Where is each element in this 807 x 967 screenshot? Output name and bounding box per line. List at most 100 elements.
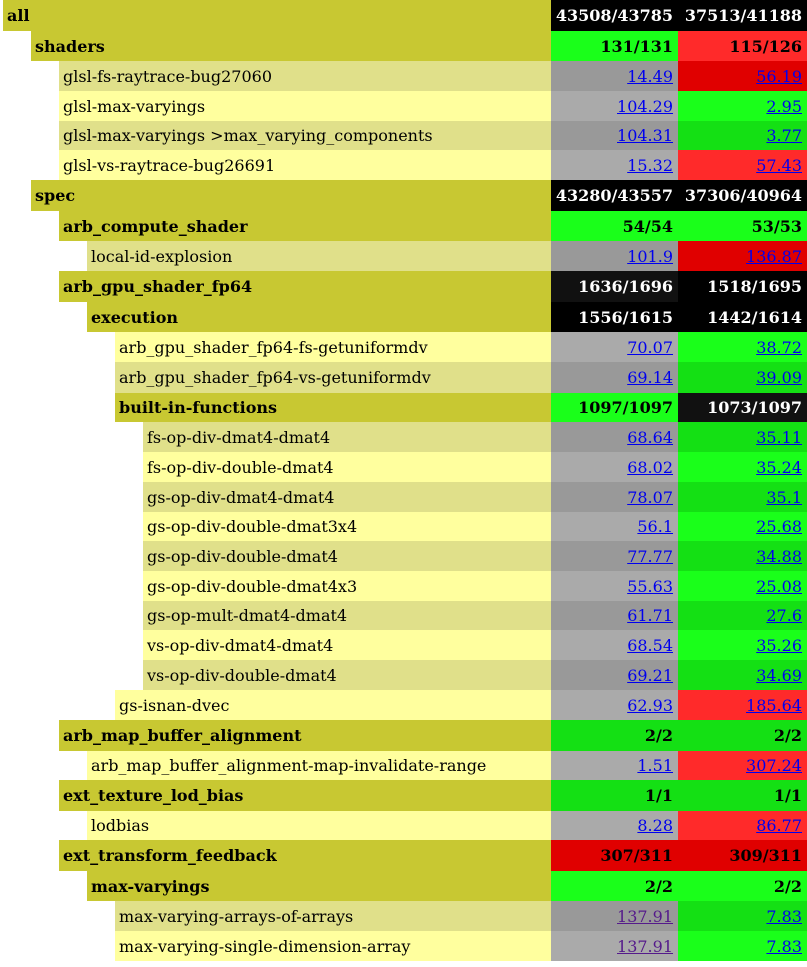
pass-count: 309/311 [729, 846, 802, 865]
table-row: arb_gpu_shader_fp64 1636/1696 1518/1695 [0, 271, 807, 302]
result-cell-b[interactable]: 7.83 [678, 901, 807, 931]
result-cell-a[interactable]: 78.07 [551, 482, 678, 512]
result-cell-b[interactable]: 34.88 [678, 541, 807, 571]
time-link[interactable]: 68.02 [627, 457, 673, 477]
time-link[interactable]: 3.77 [766, 126, 802, 145]
time-link[interactable]: 8.28 [637, 816, 673, 835]
result-cell-b[interactable]: 56.19 [678, 61, 807, 91]
result-cell-b[interactable]: 25.08 [678, 571, 807, 601]
time-link[interactable]: 61.71 [627, 606, 673, 625]
time-link[interactable]: 27.6 [766, 606, 802, 625]
time-link[interactable]: 104.31 [617, 126, 673, 145]
result-cell-b[interactable]: 27.6 [678, 601, 807, 630]
table-row: max-varying-single-dimension-array 137.91… [0, 931, 807, 961]
result-cell-b[interactable]: 34.69 [678, 660, 807, 690]
result-cell-a[interactable]: 104.29 [551, 91, 678, 121]
pass-count: 1518/1695 [707, 277, 802, 296]
time-link[interactable]: 68.54 [627, 635, 673, 655]
time-link[interactable]: 55.63 [627, 576, 673, 596]
time-link[interactable]: 39.09 [756, 368, 802, 387]
result-cell-b[interactable]: 35.24 [678, 452, 807, 482]
test-label: glsl-max-varyings [59, 91, 551, 121]
time-link[interactable]: 69.14 [627, 368, 673, 387]
result-cell-b[interactable]: 136.87 [678, 241, 807, 271]
time-link[interactable]: 77.77 [627, 546, 673, 566]
result-cell-a[interactable]: 68.64 [551, 422, 678, 452]
result-cell-b[interactable]: 3.77 [678, 121, 807, 150]
result-cell-a[interactable]: 68.02 [551, 452, 678, 482]
result-cell-b[interactable]: 57.43 [678, 150, 807, 180]
result-cell-b: 1073/1097 [678, 393, 807, 422]
time-link[interactable]: 2.95 [766, 96, 802, 116]
result-cell-b[interactable]: 35.11 [678, 422, 807, 452]
time-link[interactable]: 307.24 [746, 756, 802, 775]
result-cell-a[interactable]: 55.63 [551, 571, 678, 601]
time-link[interactable]: 101.9 [627, 246, 673, 266]
test-label: fs-op-div-double-dmat4 [143, 452, 551, 482]
result-cell-b[interactable]: 25.68 [678, 512, 807, 541]
result-cell-a[interactable]: 8.28 [551, 811, 678, 840]
time-link[interactable]: 62.93 [627, 695, 673, 715]
time-link[interactable]: 68.64 [627, 427, 673, 447]
result-cell-b[interactable]: 185.64 [678, 690, 807, 720]
time-link[interactable]: 14.49 [627, 66, 673, 86]
result-cell-b[interactable]: 7.83 [678, 931, 807, 961]
pass-count: 1/1 [644, 786, 673, 805]
time-link[interactable]: 7.83 [766, 936, 802, 956]
time-link[interactable]: 137.91 [617, 936, 673, 956]
time-link[interactable]: 1.51 [637, 756, 673, 775]
time-link[interactable]: 104.29 [617, 96, 673, 116]
time-link[interactable]: 185.64 [746, 695, 802, 715]
result-cell-a[interactable]: 56.1 [551, 512, 678, 541]
time-link[interactable]: 57.43 [756, 155, 802, 175]
result-cell-a[interactable]: 137.91 [551, 931, 678, 961]
table-row: gs-op-div-dmat4-dmat4 78.07 35.1 [0, 482, 807, 512]
result-cell-b[interactable]: 35.1 [678, 482, 807, 512]
result-cell-b[interactable]: 86.77 [678, 811, 807, 840]
result-cell-a[interactable]: 1.51 [551, 751, 678, 780]
time-link[interactable]: 56.19 [756, 66, 802, 86]
result-cell-a[interactable]: 77.77 [551, 541, 678, 571]
time-link[interactable]: 7.83 [766, 906, 802, 926]
result-cell-b[interactable]: 38.72 [678, 332, 807, 362]
table-row: glsl-fs-raytrace-bug27060 14.49 56.19 [0, 61, 807, 91]
result-cell-b[interactable]: 2.95 [678, 91, 807, 121]
result-cell-a[interactable]: 137.91 [551, 901, 678, 931]
time-link[interactable]: 137.91 [617, 906, 673, 926]
time-link[interactable]: 35.26 [756, 635, 802, 655]
time-link[interactable]: 70.07 [627, 337, 673, 357]
time-link[interactable]: 78.07 [627, 487, 673, 507]
time-link[interactable]: 136.87 [746, 246, 802, 266]
result-cell-a[interactable]: 68.54 [551, 630, 678, 660]
result-cell-a[interactable]: 14.49 [551, 61, 678, 91]
time-link[interactable]: 86.77 [756, 816, 802, 835]
group-label: built-in-functions [115, 393, 551, 422]
result-cell-a[interactable]: 104.31 [551, 121, 678, 150]
result-cell-b[interactable]: 307.24 [678, 751, 807, 780]
result-cell-b[interactable]: 39.09 [678, 362, 807, 393]
time-link[interactable]: 34.88 [756, 546, 802, 566]
time-link[interactable]: 69.21 [627, 665, 673, 685]
time-link[interactable]: 25.08 [756, 576, 802, 596]
time-link[interactable]: 35.11 [756, 427, 802, 447]
result-cell-a[interactable]: 101.9 [551, 241, 678, 271]
result-cell-a[interactable]: 62.93 [551, 690, 678, 720]
result-cell-a[interactable]: 15.32 [551, 150, 678, 180]
test-label: arb_map_buffer_alignment-map-invalidate-… [87, 751, 551, 780]
group-label: arb_compute_shader [59, 211, 551, 241]
time-link[interactable]: 15.32 [627, 155, 673, 175]
result-cell-b[interactable]: 35.26 [678, 630, 807, 660]
result-cell-a[interactable]: 69.21 [551, 660, 678, 690]
time-link[interactable]: 35.1 [766, 487, 802, 507]
time-link[interactable]: 35.24 [756, 457, 802, 477]
time-link[interactable]: 34.69 [756, 665, 802, 685]
table-row: gs-isnan-dvec 62.93 185.64 [0, 690, 807, 720]
time-link[interactable]: 25.68 [756, 517, 802, 536]
table-row: spec 43280/43557 37306/40964 [0, 180, 807, 211]
time-link[interactable]: 56.1 [637, 517, 673, 536]
result-cell-a[interactable]: 70.07 [551, 332, 678, 362]
result-cell-a[interactable]: 61.71 [551, 601, 678, 630]
table-row: arb_gpu_shader_fp64-fs-getuniformdv 70.07… [0, 332, 807, 362]
time-link[interactable]: 38.72 [756, 337, 802, 357]
result-cell-a[interactable]: 69.14 [551, 362, 678, 393]
